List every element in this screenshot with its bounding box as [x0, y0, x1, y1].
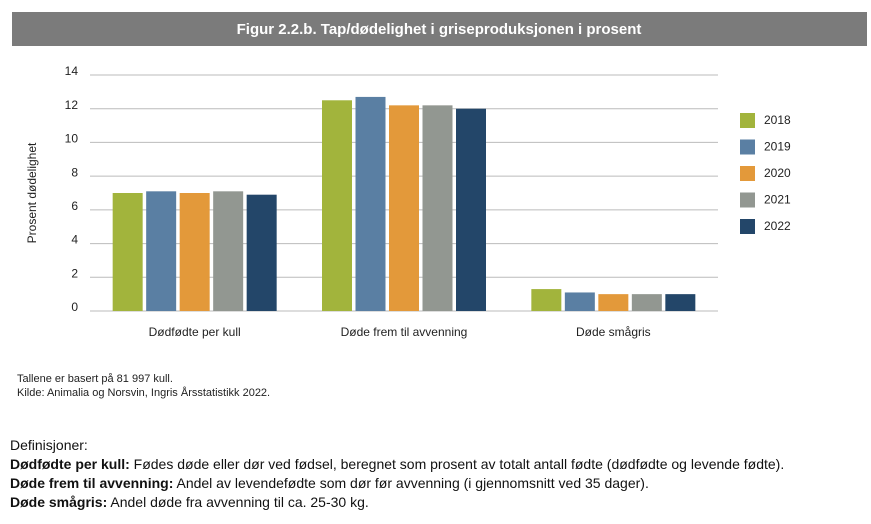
bar — [213, 191, 244, 311]
bar — [322, 100, 352, 312]
legend-swatch — [740, 113, 755, 128]
term: Dødfødte per kull: — [10, 456, 130, 472]
note: Tallene er basert på 81 997 kull. — [17, 373, 173, 385]
definitions: Definisjoner: Dødfødte per kull: Fødes d… — [10, 436, 784, 512]
legend-label: 2022 — [764, 219, 791, 233]
bar — [564, 292, 595, 311]
definitions-heading: Definisjoner: — [10, 437, 88, 453]
x-tick-label: Dødfødte per kull — [149, 325, 241, 339]
y-tick-label: 2 — [71, 266, 78, 280]
legend-swatch — [740, 219, 755, 234]
legend-swatch — [740, 166, 755, 181]
y-tick-label: 14 — [65, 64, 79, 78]
title-banner — [12, 12, 867, 46]
legend-swatch — [740, 192, 755, 208]
definition-text: Andel av levendefødte som dør før avvenn… — [176, 475, 649, 491]
x-tick-label: Døde frem til avvenning — [341, 325, 468, 339]
y-axis-label: Prosent dødelighet — [25, 142, 39, 243]
definition: Døde frem til avvenning: Andel av levend… — [10, 474, 784, 493]
legend-label: 2019 — [764, 140, 791, 154]
x-tick-label: Døde smågris — [576, 325, 651, 339]
bar — [456, 108, 486, 311]
bar — [146, 191, 177, 311]
definition: Døde smågris: Andel døde fra avvenning t… — [10, 493, 784, 512]
notes: Tallene er basert på 81 997 kull. Kilde:… — [17, 372, 270, 400]
bar — [665, 294, 696, 311]
y-tick-label: 4 — [71, 233, 78, 247]
legend-label: 2018 — [764, 113, 791, 127]
bar — [531, 289, 562, 311]
bar — [631, 294, 662, 311]
definition: Dødfødte per kull: Fødes døde eller dør … — [10, 455, 784, 474]
bar — [246, 194, 277, 311]
legend-label: 2021 — [764, 193, 791, 207]
chart: Figur 2.2.b. Tap/dødelighet i griseprodu… — [12, 12, 867, 339]
definition-text: Andel døde fra avvenning til ca. 25-30 k… — [110, 494, 369, 510]
y-tick-label: 8 — [71, 165, 78, 179]
chart-title: Figur 2.2.b. Tap/dødelighet i griseprodu… — [237, 21, 642, 38]
bar — [355, 96, 386, 312]
y-tick-label: 0 — [71, 300, 78, 314]
legend-swatch — [740, 139, 755, 155]
term: Døde smågris: — [10, 494, 108, 510]
legend-label: 2020 — [764, 166, 791, 180]
bar — [598, 294, 629, 311]
bar — [112, 193, 143, 311]
term: Døde frem til avvenning: — [10, 475, 174, 491]
bar — [422, 105, 453, 311]
bar — [179, 193, 210, 311]
definition-text: Fødes døde eller dør ved fødsel, beregne… — [133, 456, 785, 472]
note: Kilde: Animalia og Norsvin, Ingris Årsst… — [17, 387, 271, 399]
y-tick-label: 12 — [65, 98, 79, 112]
y-tick-label: 10 — [65, 132, 79, 146]
y-tick-label: 6 — [71, 199, 78, 213]
bar — [389, 105, 419, 311]
